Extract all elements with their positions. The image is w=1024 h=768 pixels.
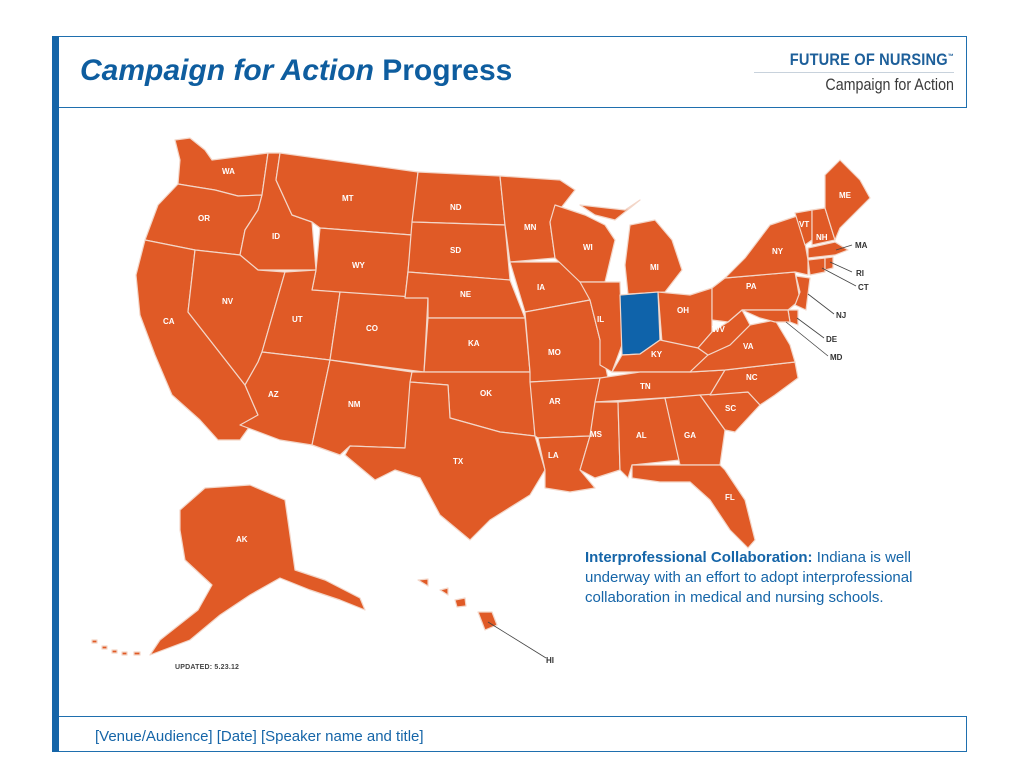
state-CT — [807, 257, 826, 276]
state-NY — [724, 214, 809, 279]
label-NY: NY — [772, 247, 784, 256]
label-MS: MS — [590, 430, 603, 439]
label-MN: MN — [524, 223, 537, 232]
label-ND: ND — [450, 203, 462, 212]
label-LA: LA — [548, 451, 559, 460]
label-AZ: AZ — [268, 390, 279, 399]
state-RI — [824, 256, 834, 271]
state-labels: WA OR CA ID NV MT WY UT AZ CO NM ND SD N… — [163, 167, 852, 544]
label-CT: CT — [858, 283, 869, 292]
label-MT: MT — [342, 194, 354, 203]
state-MD — [741, 309, 791, 323]
label-VT: VT — [799, 220, 809, 229]
state-HI — [417, 578, 498, 631]
state-GA — [664, 394, 726, 466]
label-NC: NC — [746, 373, 758, 382]
page-title: Campaign for Action Progress — [80, 54, 512, 88]
state-AK — [149, 484, 366, 656]
state-NJ — [794, 275, 811, 311]
label-DE: DE — [826, 335, 838, 344]
callout-labels: MA RI CT NJ DE MD HI — [546, 241, 869, 665]
us-map-svg: WA OR CA ID NV MT WY UT AZ CO NM ND SD N… — [91, 137, 871, 665]
label-ME: ME — [839, 191, 852, 200]
state-NC — [709, 361, 799, 406]
label-AL: AL — [636, 431, 647, 440]
label-KA: KA — [468, 339, 480, 348]
label-KY: KY — [651, 350, 663, 359]
label-CO: CO — [366, 324, 378, 333]
label-NJ: NJ — [836, 311, 846, 320]
state-ND — [411, 171, 506, 226]
state-TX — [344, 381, 546, 541]
label-IA: IA — [537, 283, 545, 292]
left-accent-bar — [52, 36, 59, 752]
label-MO: MO — [548, 348, 561, 357]
label-PA: PA — [746, 282, 757, 291]
label-MA: MA — [855, 241, 868, 250]
label-NH: NH — [816, 233, 828, 242]
label-HI: HI — [546, 656, 554, 665]
caption-heading: Interprofessional Collaboration: — [585, 549, 813, 566]
future-of-nursing-logo: FUTURE OF NURSING™ Campaign for Action — [754, 50, 954, 95]
label-AR: AR — [549, 397, 561, 406]
state-MI — [579, 199, 683, 295]
label-MD: MD — [830, 353, 843, 362]
label-RI: RI — [856, 269, 864, 278]
aleutian-islands — [91, 639, 141, 656]
caption-text: Interprofessional Collaboration: Indiana… — [585, 548, 945, 608]
header-frame — [59, 36, 967, 108]
label-WA: WA — [222, 167, 235, 176]
label-OR: OR — [198, 214, 210, 223]
label-TX: TX — [453, 457, 464, 466]
label-TN: TN — [640, 382, 651, 391]
state-AR — [529, 377, 601, 439]
label-NE: NE — [460, 290, 472, 299]
logo-line1: FUTURE OF NURSING™ — [789, 50, 954, 69]
label-MI: MI — [650, 263, 659, 272]
label-WY: WY — [352, 261, 366, 270]
label-UT: UT — [292, 315, 303, 324]
label-WV: WV — [712, 325, 726, 334]
state-MA — [807, 241, 849, 259]
logo-line2: Campaign for Action — [825, 75, 954, 94]
label-NM: NM — [348, 400, 361, 409]
state-IL — [579, 281, 623, 373]
state-OH — [657, 287, 713, 349]
label-WI: WI — [583, 243, 593, 252]
footer-text: [Venue/Audience] [Date] [Speaker name an… — [95, 728, 424, 745]
callouts — [487, 244, 857, 659]
label-NV: NV — [222, 297, 234, 306]
label-OK: OK — [480, 389, 492, 398]
label-SD: SD — [450, 246, 461, 255]
label-SC: SC — [725, 404, 736, 413]
label-GA: GA — [684, 431, 696, 440]
logo-divider — [754, 72, 954, 73]
state-CO — [329, 291, 429, 373]
updated-date: UPDATED: 5.23.12 — [175, 664, 240, 671]
state-ME — [824, 159, 871, 241]
label-AK: AK — [236, 535, 248, 544]
state-FL — [631, 464, 756, 549]
caption-body: Indiana is well underway with an effort … — [585, 549, 913, 606]
us-map: WA OR CA ID NV MT WY UT AZ CO NM ND SD N… — [60, 110, 966, 710]
label-ID: ID — [272, 232, 280, 241]
label-FL: FL — [725, 493, 735, 502]
label-CA: CA — [163, 317, 175, 326]
label-IL: IL — [597, 315, 604, 324]
state-NM — [311, 359, 413, 456]
title-regular: Progress — [382, 54, 513, 87]
footer-frame — [59, 716, 967, 752]
label-OH: OH — [677, 306, 689, 315]
title-italic: Campaign for Action — [80, 54, 374, 87]
label-VA: VA — [743, 342, 754, 351]
